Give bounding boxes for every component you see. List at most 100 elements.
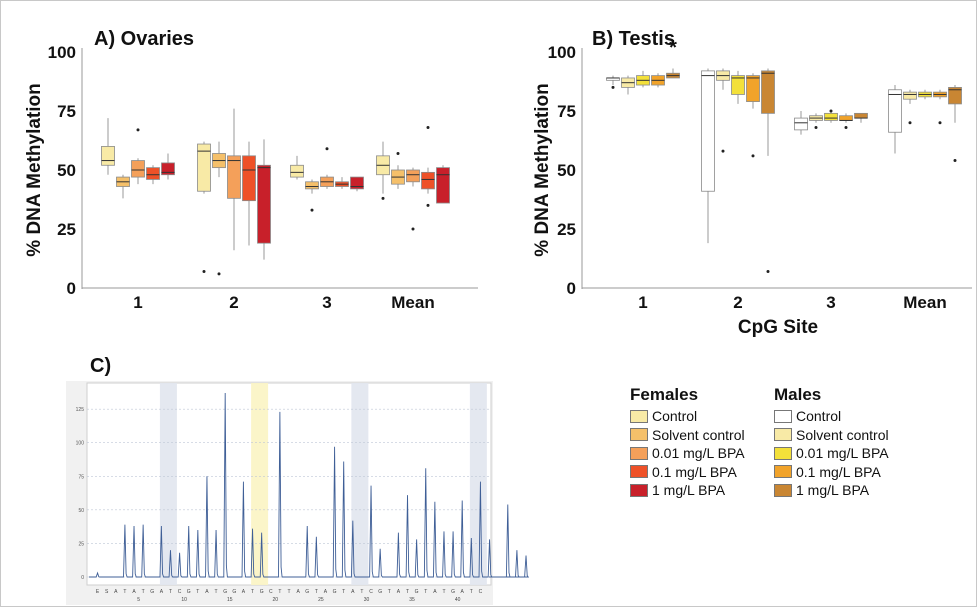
pyrogram-x-tick-label: 35 xyxy=(409,597,415,603)
ovaries-box xyxy=(290,164,304,178)
legend: Females Control Solvent control 0.01 mg/L … xyxy=(630,385,960,505)
ovaries-outlier xyxy=(310,208,314,212)
legend-label: 0.1 mg/L BPA xyxy=(796,463,881,480)
ovaries-outlier xyxy=(136,128,140,132)
testis-box xyxy=(948,87,962,105)
pyrogram-highlight-band xyxy=(351,383,369,585)
ovaries-box xyxy=(242,155,256,202)
testis-x-tick-label: 2 xyxy=(733,293,742,312)
legend-females-item: 0.01 mg/L BPA xyxy=(630,444,745,463)
testis-outlier xyxy=(721,149,725,153)
ovaries-outlier xyxy=(202,269,206,273)
pyrogram-base-label: S xyxy=(105,589,109,595)
pyrogram-base-label: A xyxy=(114,589,118,595)
testis-outlier xyxy=(844,126,848,130)
testis-outlier xyxy=(611,85,615,89)
legend-label: Control xyxy=(796,408,842,425)
testis-y-label: % DNA Methylation xyxy=(532,83,553,256)
ovaries-outlier xyxy=(381,196,385,200)
testis-significance-marker: * xyxy=(669,37,677,59)
legend-females-item: Control xyxy=(630,407,745,426)
pyrogram-base-label: T xyxy=(424,589,427,595)
pyrogram-base-label: T xyxy=(315,589,318,595)
pyrogram-base-label: G xyxy=(415,589,419,595)
pyrogram-base-label: A xyxy=(205,589,209,595)
legend-swatch xyxy=(630,428,648,442)
pyrogram-highlight-band xyxy=(159,383,177,585)
legend-females: Females Control Solvent control 0.01 mg/L … xyxy=(630,385,745,500)
pyrogram-y-tick-label: 50 xyxy=(78,508,84,514)
testis-y-tick-label: 0 xyxy=(567,279,576,298)
legend-swatch xyxy=(630,483,648,497)
pyrogram-base-label: A xyxy=(242,589,246,595)
ovaries-y-tick-label: 25 xyxy=(57,220,76,239)
pyrogram-base-label: T xyxy=(215,589,218,595)
legend-swatch xyxy=(774,428,792,442)
legend-swatch xyxy=(630,409,648,423)
ovaries-outlier xyxy=(325,147,329,151)
ovaries-outlier xyxy=(426,126,430,130)
ovaries-x-tick-label: 3 xyxy=(322,293,331,312)
pyrogram-y-tick-label: 0 xyxy=(81,575,84,581)
pyrogram-base-label: T xyxy=(388,589,391,595)
ovaries-box xyxy=(131,160,145,178)
pyrogram-base-label: T xyxy=(196,589,199,595)
testis-y-tick-label: 50 xyxy=(557,161,576,180)
testis-box xyxy=(839,115,853,121)
testis-box xyxy=(731,75,745,95)
pyrogram-x-tick-label: 10 xyxy=(181,597,187,603)
pyrogram-base-label: G xyxy=(451,589,455,595)
testis-y-tick-label: 75 xyxy=(557,102,576,121)
pyrogram-base-label: A xyxy=(132,589,136,595)
ovaries-box xyxy=(305,181,319,190)
legend-label: Solvent control xyxy=(796,426,889,443)
pyrogram-base-label: T xyxy=(442,589,445,595)
pyrogram-base-label: T xyxy=(278,589,281,595)
testis-box xyxy=(824,112,838,121)
testis-outlier xyxy=(814,126,818,130)
ovaries-title: A) Ovaries xyxy=(94,28,194,50)
pyrogram-base-label: G xyxy=(187,589,191,595)
pyrogram-base-label: T xyxy=(360,589,363,595)
testis-x-tick-label: 3 xyxy=(826,293,835,312)
ovaries-x-tick-label: Mean xyxy=(391,293,434,312)
ovaries-box xyxy=(406,169,420,183)
pyrogram-plot-area xyxy=(86,382,492,586)
pyrogram-y-tick-label: 125 xyxy=(76,407,85,413)
legend-label: 0.1 mg/L BPA xyxy=(652,463,737,480)
ovaries-box xyxy=(436,167,450,204)
legend-label: Solvent control xyxy=(652,426,745,443)
pyrogram-x-tick-label: 20 xyxy=(273,597,279,603)
pyrogram-base-label: A xyxy=(160,589,164,595)
testis-title: B) Testis xyxy=(592,28,675,50)
legend-swatch xyxy=(774,409,792,423)
testis-box xyxy=(746,75,760,102)
pyrogram-y-tick-label: 25 xyxy=(78,541,84,547)
testis-y-tick-label: 25 xyxy=(557,220,576,239)
testis-box xyxy=(794,117,808,131)
testis-x-tick-label: Mean xyxy=(903,293,946,312)
pyrogram-x-tick-label: 15 xyxy=(227,597,233,603)
legend-label: 1 mg/L BPA xyxy=(796,482,870,499)
testis-y-tick-label: 100 xyxy=(548,43,576,62)
legend-males-item: Solvent control xyxy=(774,426,889,445)
pyrogram-y-tick-label: 100 xyxy=(76,441,85,447)
legend-label: 1 mg/L BPA xyxy=(652,482,726,499)
pyrogram-x-tick-label: 40 xyxy=(455,597,461,603)
pyrogram-base-label: C xyxy=(479,589,483,595)
pyrogram-base-label: T xyxy=(123,589,126,595)
ovaries-y-tick-label: 100 xyxy=(48,43,76,62)
pyrogram-base-label: C xyxy=(369,589,373,595)
testis-outlier xyxy=(953,159,957,163)
legend-males-item: 0.1 mg/L BPA xyxy=(774,463,889,482)
ovaries-x-tick-label: 2 xyxy=(229,293,238,312)
legend-label: 0.01 mg/L BPA xyxy=(652,445,745,462)
pyrogram-base-label: A xyxy=(296,589,300,595)
pyrogram-base-label: T xyxy=(287,589,290,595)
pyrogram-base-label: T xyxy=(142,589,145,595)
ovaries-box xyxy=(146,167,160,180)
pyrogram-base-label: C xyxy=(178,589,182,595)
ovaries-y-tick-label: 0 xyxy=(67,279,76,298)
legend-males-title: Males xyxy=(774,385,822,404)
